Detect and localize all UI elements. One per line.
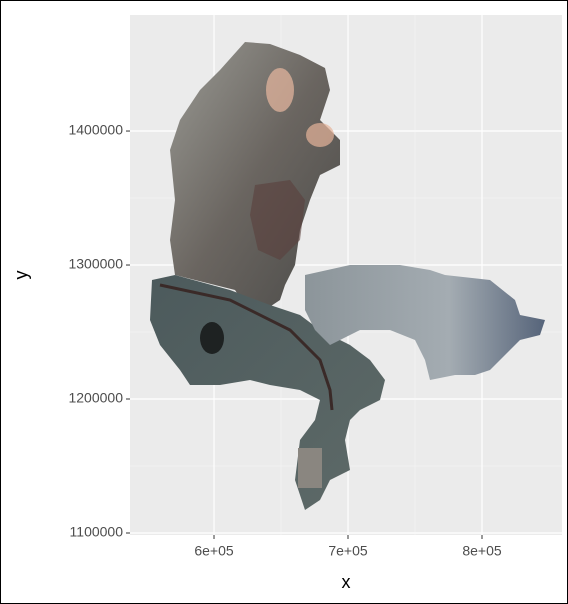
- raster-detail: [298, 448, 322, 488]
- raster-detail: [200, 322, 224, 354]
- raster-detail: [306, 123, 334, 147]
- y-tick-label: 1300000: [68, 256, 123, 272]
- raster-detail: [266, 68, 294, 112]
- y-tick-label: 1100000: [70, 524, 124, 540]
- x-tick-label: 7e+05: [328, 543, 368, 559]
- y-axis-title: y: [11, 271, 31, 280]
- x-tick-label: 6e+05: [194, 543, 234, 559]
- x-axis-title: x: [342, 572, 351, 592]
- x-tick-label: 8e+05: [462, 543, 502, 559]
- chart: x y 1100000 1200000 1300000 1400000 6e+05 7e+…: [0, 0, 568, 604]
- y-tick-label: 1200000: [68, 390, 123, 406]
- y-tick-label: 1400000: [68, 122, 123, 138]
